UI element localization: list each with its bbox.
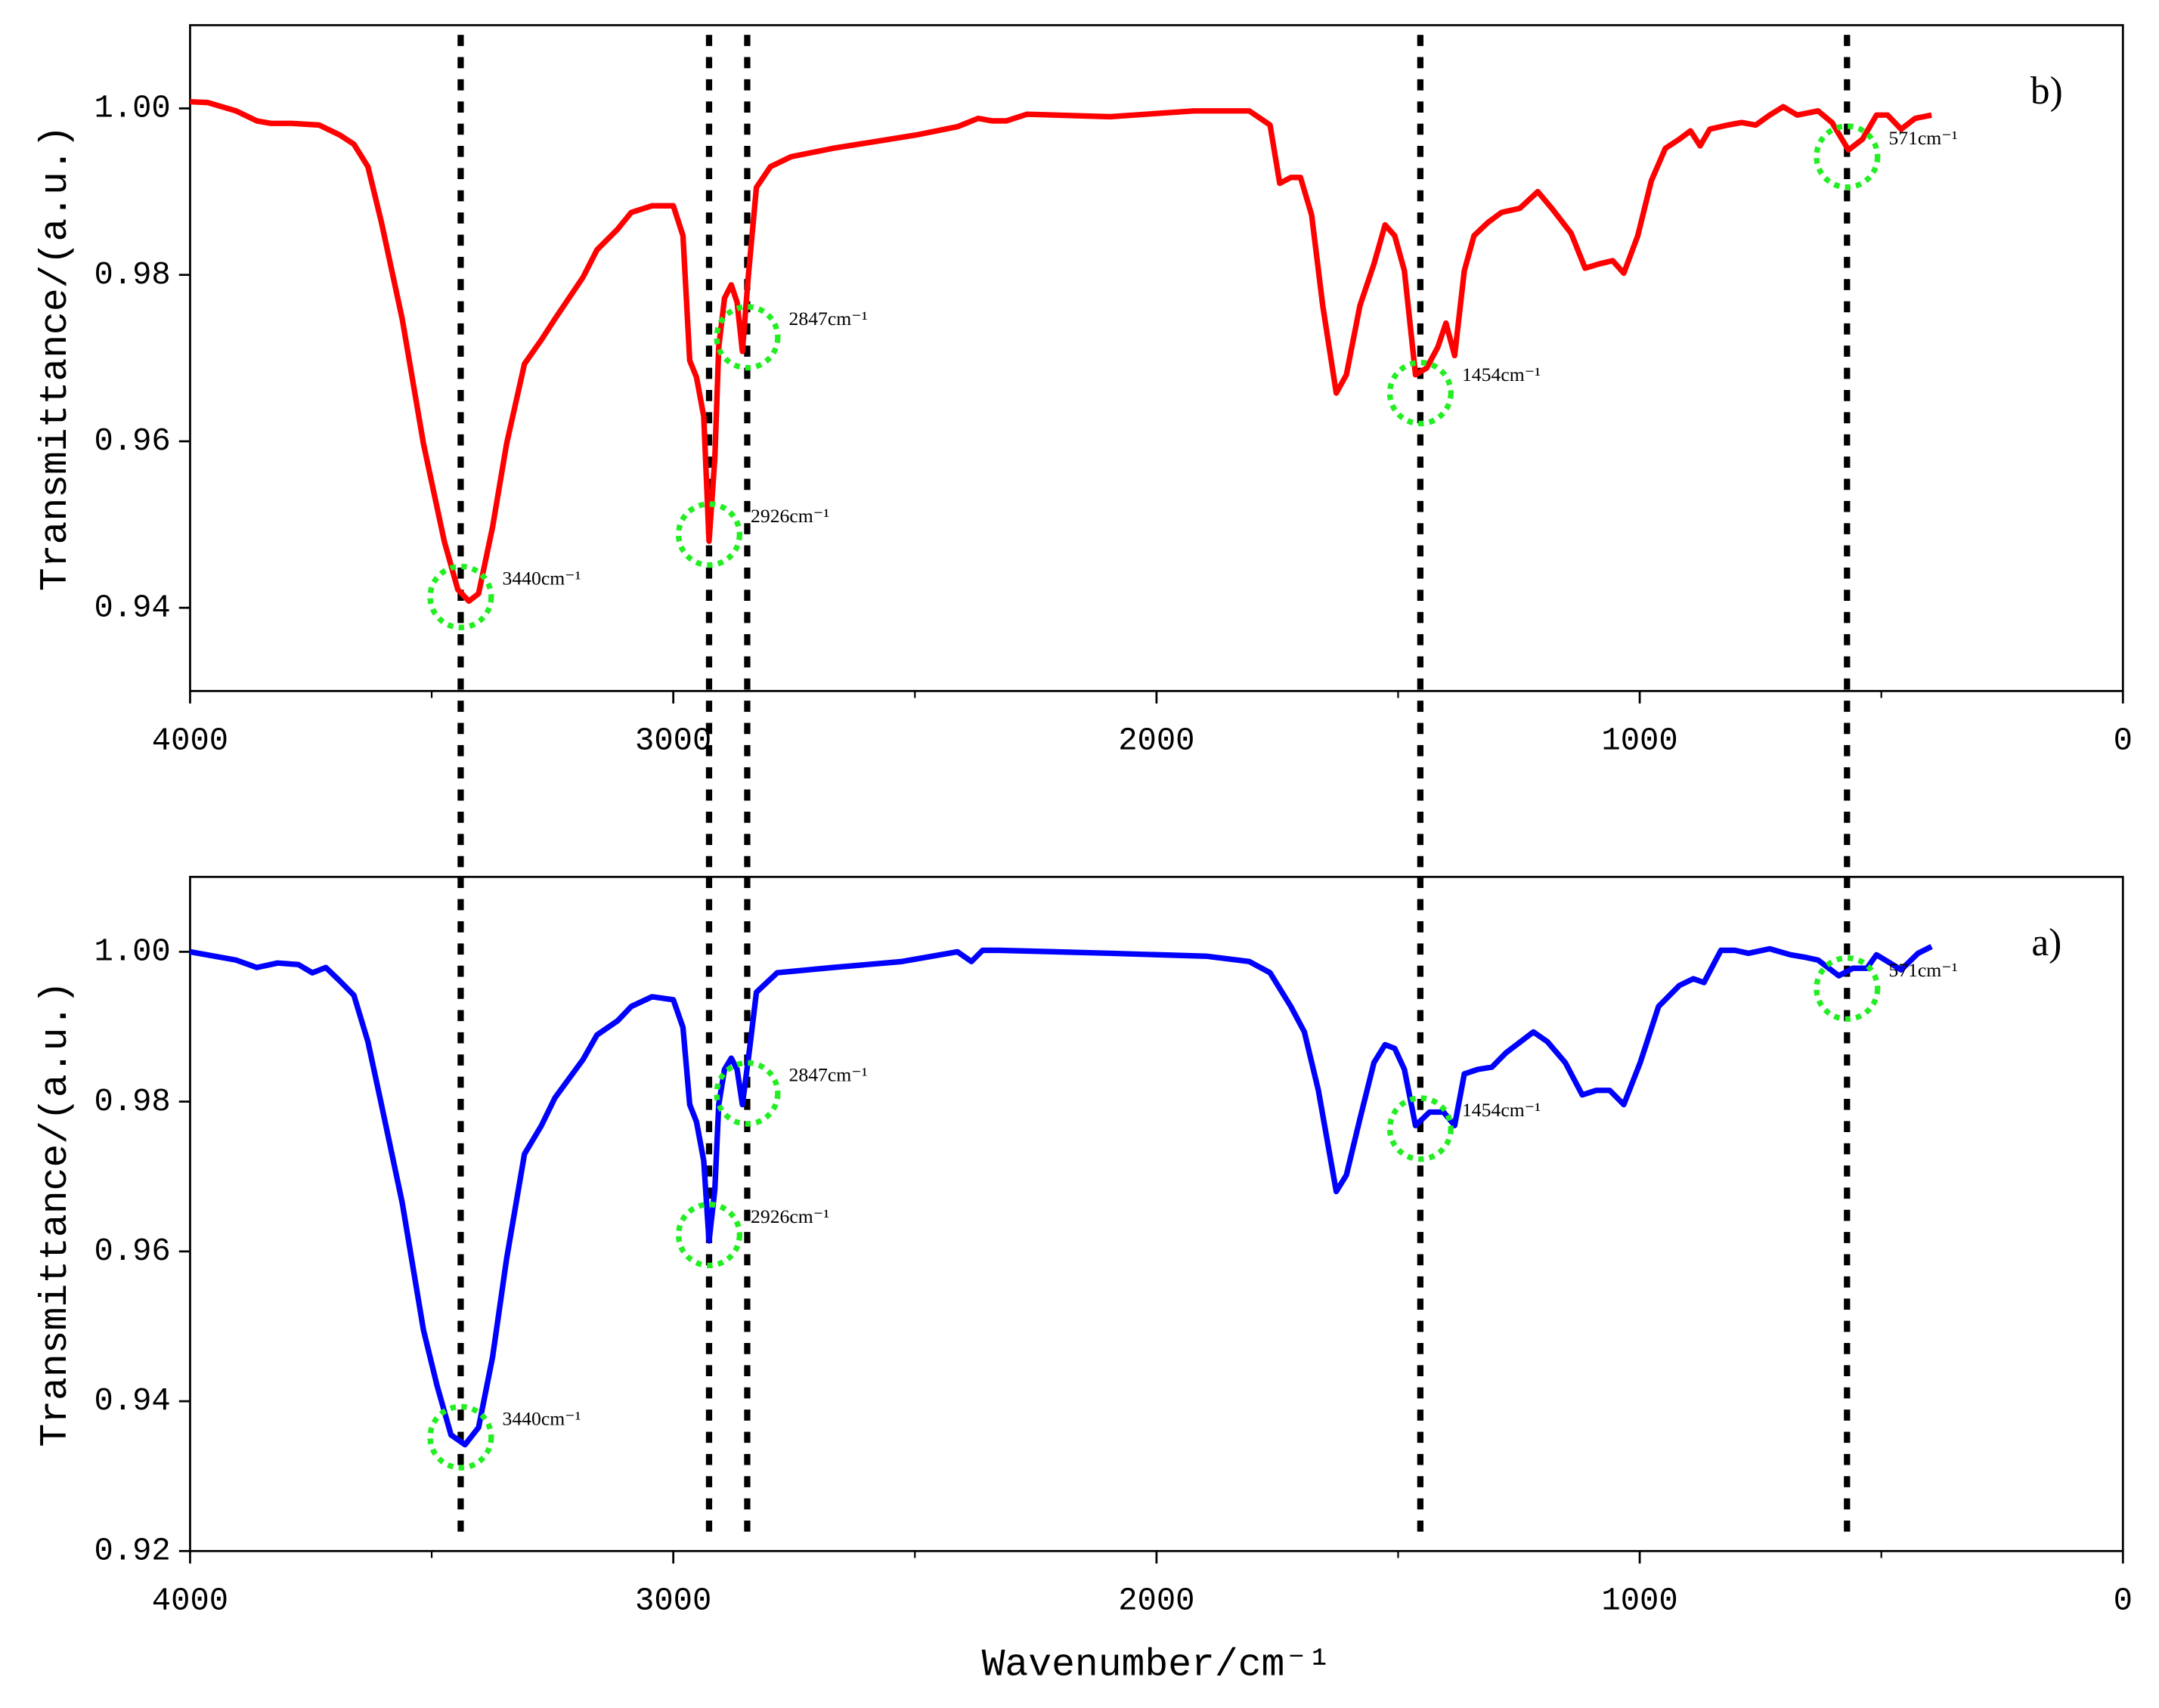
peak-marker bbox=[1386, 360, 1454, 427]
y-tick-label: 1.00 bbox=[94, 934, 170, 970]
peak-marker bbox=[1386, 1095, 1454, 1162]
peak-label: 2926cm⁻¹ bbox=[751, 505, 829, 527]
x-tick-label: 2000 bbox=[1118, 723, 1194, 760]
x-tick-label: 1000 bbox=[1601, 1583, 1677, 1620]
y-tick-label: 0.92 bbox=[94, 1533, 170, 1569]
y-tick-label: 0.98 bbox=[94, 257, 170, 293]
panel-label: a) bbox=[2031, 921, 2061, 964]
y-tick-label: 0.98 bbox=[94, 1084, 170, 1120]
peak-marker bbox=[675, 501, 743, 568]
x-tick-label: 1000 bbox=[1601, 723, 1677, 760]
peak-marker bbox=[427, 1403, 494, 1471]
x-tick-label: 2000 bbox=[1118, 1583, 1194, 1620]
panel-label: b) bbox=[2030, 70, 2063, 113]
peak-label: 571cm⁻¹ bbox=[1888, 959, 1957, 981]
peak-label: 3440cm⁻¹ bbox=[502, 568, 581, 589]
peak-label: 1454cm⁻¹ bbox=[1462, 1099, 1541, 1121]
plot-frame bbox=[189, 875, 2124, 1552]
peak-label: 571cm⁻¹ bbox=[1888, 127, 1957, 149]
x-axis-title: Wavenumber/cm⁻¹ bbox=[982, 1643, 1332, 1687]
spectrum-line bbox=[190, 98, 1932, 605]
peak-marker bbox=[1814, 123, 1881, 190]
peak-marker bbox=[1814, 955, 1881, 1023]
peak-label: 2926cm⁻¹ bbox=[751, 1205, 829, 1227]
peak-label: 2847cm⁻¹ bbox=[789, 1064, 868, 1086]
y-axis-title: Transmittance/(a.u.) bbox=[34, 981, 78, 1447]
y-tick-label: 1.00 bbox=[94, 91, 170, 127]
x-tick-label: 3000 bbox=[635, 723, 711, 760]
y-tick-label: 0.96 bbox=[94, 1233, 170, 1270]
peak-marker bbox=[714, 1060, 781, 1127]
y-tick-label: 0.94 bbox=[94, 1383, 170, 1419]
spectrum-line bbox=[189, 944, 1933, 1448]
x-tick-label: 3000 bbox=[635, 1583, 711, 1620]
x-tick-label: 0 bbox=[2114, 723, 2133, 760]
peak-label: 3440cm⁻¹ bbox=[502, 1408, 581, 1430]
y-tick-label: 0.94 bbox=[94, 589, 170, 626]
x-tick-label: 0 bbox=[2114, 1583, 2133, 1620]
y-tick-label: 0.96 bbox=[94, 423, 170, 459]
y-axis-title: Transmittance/(a.u.) bbox=[34, 125, 78, 592]
peak-marker bbox=[675, 1202, 743, 1269]
x-tick-label: 4000 bbox=[152, 723, 228, 760]
peak-marker bbox=[427, 563, 494, 630]
x-tick-label: 4000 bbox=[152, 1583, 228, 1620]
peak-marker bbox=[714, 304, 781, 371]
peak-label: 1454cm⁻¹ bbox=[1462, 364, 1541, 385]
peak-label: 2847cm⁻¹ bbox=[789, 308, 868, 330]
